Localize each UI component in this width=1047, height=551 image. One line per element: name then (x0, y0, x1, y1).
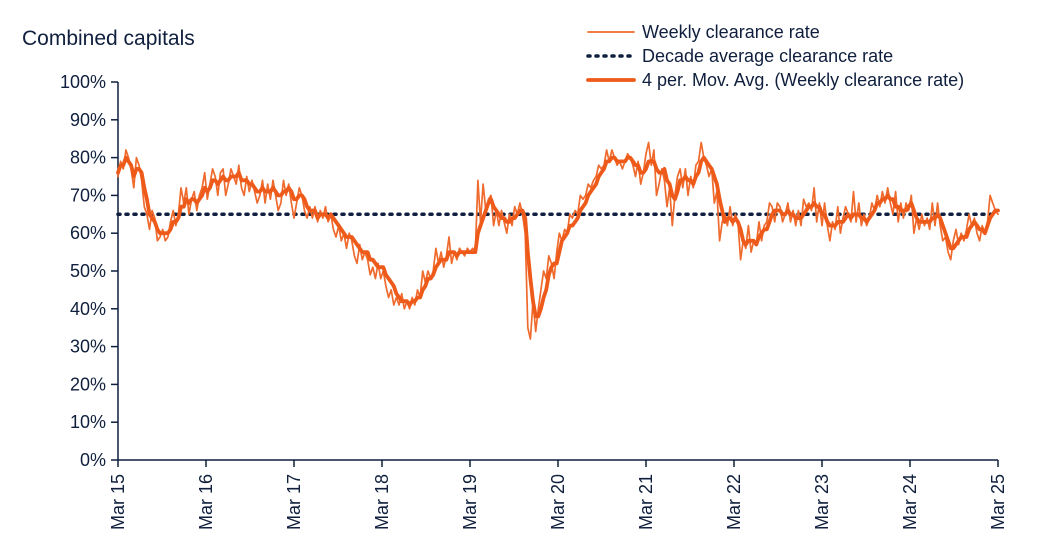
legend-label: 4 per. Mov. Avg. (Weekly clearance rate) (642, 70, 964, 90)
x-tick-label: Mar 23 (812, 474, 832, 530)
y-tick-label: 60% (70, 223, 106, 243)
legend-label: Decade average clearance rate (642, 46, 893, 66)
y-tick-label: 50% (70, 261, 106, 281)
y-tick-label: 80% (70, 148, 106, 168)
x-tick-label: Mar 15 (108, 474, 128, 530)
y-tick-label: 90% (70, 110, 106, 130)
clearance-rate-chart: Combined capitals 0% 10% 20% 30% 40% 50% 60% 70%… (0, 0, 1047, 551)
x-tick-label: Mar 25 (988, 474, 1008, 530)
chart-title: Combined capitals (22, 27, 195, 50)
x-tick-label: Mar 20 (548, 474, 568, 530)
y-tick-label: 30% (70, 337, 106, 357)
x-tick-label: Mar 22 (724, 474, 744, 530)
y-tick-label: 20% (70, 374, 106, 394)
y-tick-label: 70% (70, 185, 106, 205)
x-tick-label: Mar 21 (636, 474, 656, 530)
x-tick-label: Mar 24 (900, 474, 920, 530)
x-tick-label: Mar 19 (460, 474, 480, 530)
y-tick-label: 10% (70, 412, 106, 432)
y-tick-label: 100% (60, 72, 106, 92)
y-tick-label: 0% (80, 450, 106, 470)
y-tick-label: 40% (70, 299, 106, 319)
legend-label: Weekly clearance rate (642, 22, 820, 42)
x-tick-label: Mar 17 (284, 474, 304, 530)
x-tick-label: Mar 18 (372, 474, 392, 530)
legend-item: 4 per. Mov. Avg. (Weekly clearance rate) (588, 70, 964, 90)
x-tick-label: Mar 16 (196, 474, 216, 530)
